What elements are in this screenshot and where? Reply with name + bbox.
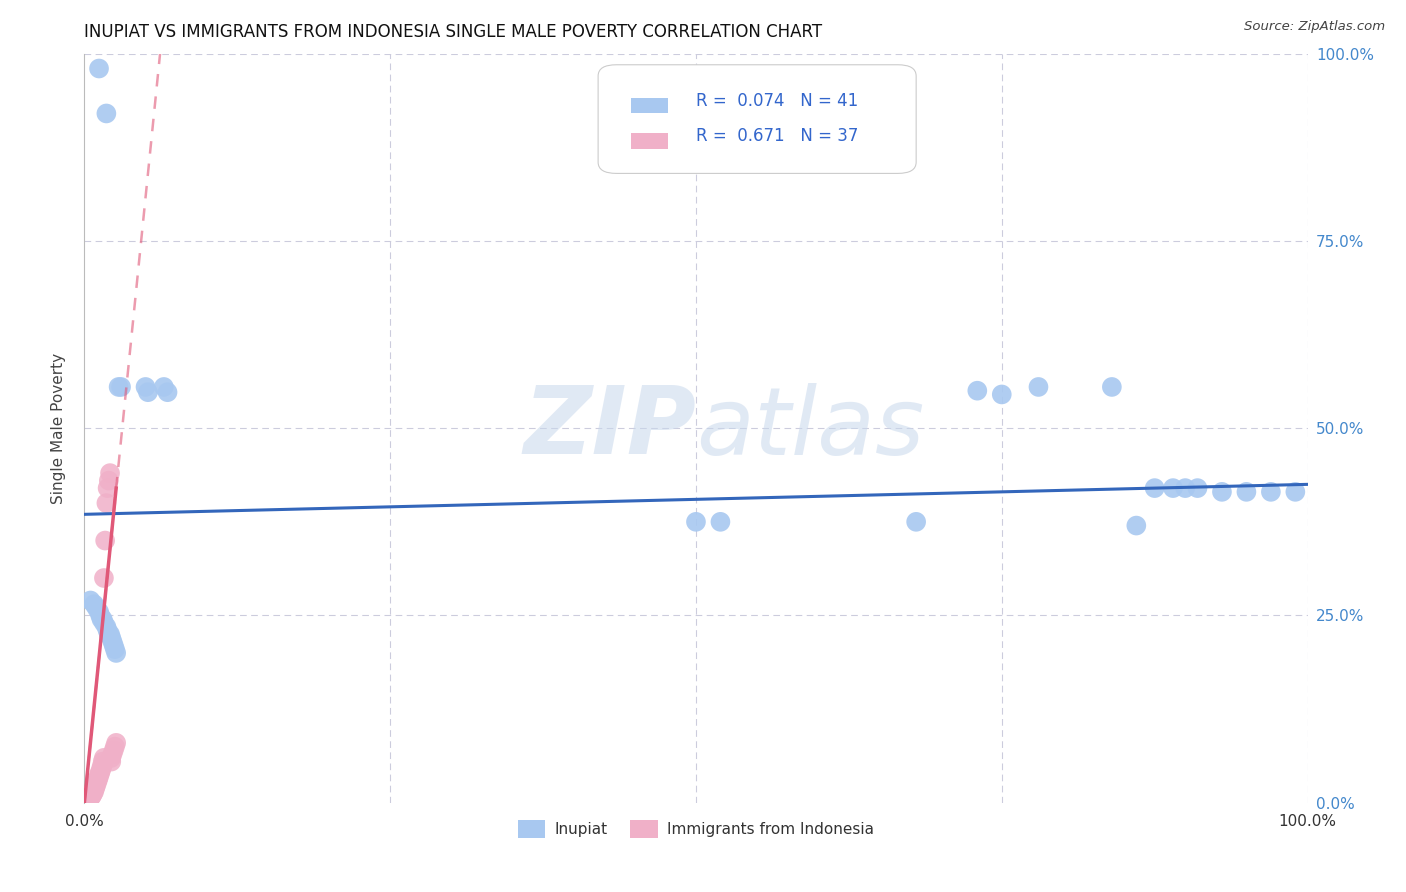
Point <box>96 106 118 120</box>
Point <box>103 743 125 757</box>
Point <box>104 642 127 657</box>
Point <box>87 605 110 619</box>
Point <box>1161 481 1184 495</box>
Point <box>89 765 111 780</box>
Point <box>86 774 108 789</box>
Point <box>110 380 132 394</box>
Point <box>79 593 101 607</box>
Text: R =  0.671   N = 37: R = 0.671 N = 37 <box>696 127 858 145</box>
Point <box>136 385 159 400</box>
Point <box>1125 518 1147 533</box>
Point <box>77 791 100 805</box>
Point <box>82 784 104 798</box>
Text: ZIP: ZIP <box>523 382 696 475</box>
Point <box>103 639 125 653</box>
Point <box>80 789 103 803</box>
Point <box>84 780 107 794</box>
Point <box>87 773 110 788</box>
Point <box>100 755 122 769</box>
Point <box>153 380 176 394</box>
Point <box>91 612 114 626</box>
Point <box>966 384 988 398</box>
Point <box>105 646 128 660</box>
Point <box>97 627 120 641</box>
Point <box>991 387 1014 401</box>
Point <box>90 760 112 774</box>
FancyBboxPatch shape <box>631 133 668 149</box>
Point <box>96 620 118 634</box>
Point <box>90 612 112 626</box>
Point <box>77 792 100 806</box>
Text: R =  0.074   N = 41: R = 0.074 N = 41 <box>696 92 858 110</box>
Point <box>79 790 101 805</box>
Point <box>98 627 121 641</box>
Point <box>87 770 110 784</box>
Point <box>96 496 118 510</box>
Point <box>1260 484 1282 499</box>
Text: INUPIAT VS IMMIGRANTS FROM INDONESIA SINGLE MALE POVERTY CORRELATION CHART: INUPIAT VS IMMIGRANTS FROM INDONESIA SIN… <box>84 23 823 41</box>
Point <box>1174 481 1197 495</box>
Point <box>82 787 104 801</box>
Point <box>709 515 731 529</box>
Point <box>1028 380 1050 394</box>
FancyBboxPatch shape <box>598 65 917 173</box>
Point <box>107 380 129 394</box>
Point <box>98 466 121 480</box>
Point <box>87 767 110 781</box>
Point <box>94 533 117 548</box>
Point <box>89 608 111 623</box>
Point <box>156 385 179 400</box>
FancyBboxPatch shape <box>631 98 668 113</box>
Point <box>685 515 707 529</box>
Point <box>1284 484 1306 499</box>
Point <box>105 736 128 750</box>
Point <box>86 777 108 791</box>
Point <box>135 380 157 394</box>
Point <box>97 474 120 488</box>
Point <box>83 784 105 798</box>
Point <box>83 597 105 611</box>
Point <box>83 782 105 797</box>
Point <box>86 601 108 615</box>
Point <box>1187 481 1209 495</box>
Point <box>905 515 928 529</box>
Point <box>1101 380 1123 394</box>
Point <box>93 571 115 585</box>
Legend: Inupiat, Immigrants from Indonesia: Inupiat, Immigrants from Indonesia <box>512 814 880 844</box>
Point <box>97 481 120 495</box>
Point <box>101 634 124 648</box>
Point <box>87 772 110 786</box>
Point <box>84 780 107 795</box>
Point <box>100 631 122 645</box>
Point <box>1143 481 1166 495</box>
Point <box>90 762 112 776</box>
Point <box>104 739 127 754</box>
Point <box>89 764 111 779</box>
Point <box>80 789 103 803</box>
Point <box>93 615 115 630</box>
Point <box>101 747 124 761</box>
Point <box>91 758 114 772</box>
Point <box>100 751 122 765</box>
Point <box>91 755 114 769</box>
Point <box>87 62 110 76</box>
Text: Source: ZipAtlas.com: Source: ZipAtlas.com <box>1244 20 1385 33</box>
Text: atlas: atlas <box>696 383 924 474</box>
Point <box>1211 484 1233 499</box>
Point <box>97 624 120 638</box>
Point <box>79 789 101 804</box>
Y-axis label: Single Male Poverty: Single Male Poverty <box>51 352 66 504</box>
Point <box>1236 484 1258 499</box>
Point <box>93 751 115 765</box>
